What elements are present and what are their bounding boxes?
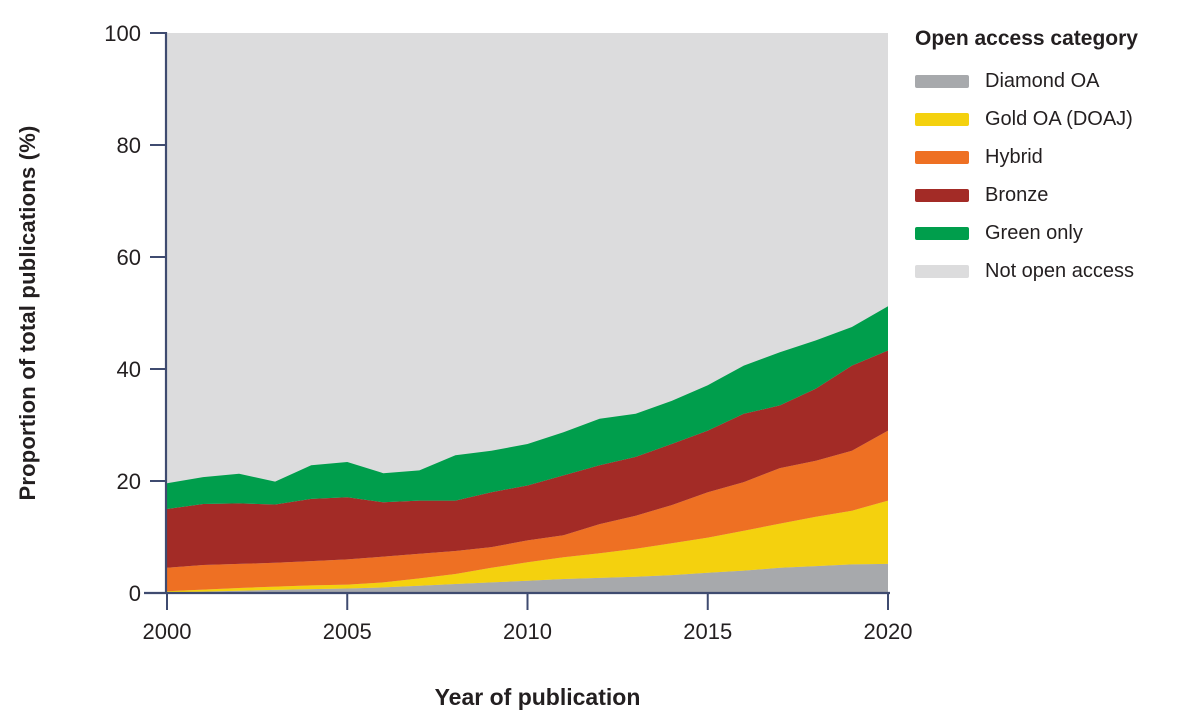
y-tick-label: 80	[117, 133, 141, 158]
y-tick-label: 100	[104, 21, 141, 46]
y-axis-title: Proportion of total publications (%)	[15, 125, 40, 501]
x-tick-label: 2005	[323, 619, 372, 644]
y-tick-label: 20	[117, 469, 141, 494]
legend-item-not-open-access: Not open access	[915, 259, 1190, 283]
legend-swatch-not-open-access	[915, 264, 969, 278]
legend-item-gold: Gold OA (DOAJ)	[915, 107, 1190, 131]
x-axis-title: Year of publication	[434, 684, 641, 710]
legend-item-diamond: Diamond OA	[915, 69, 1190, 93]
x-tick-label: 2010	[503, 619, 552, 644]
y-tick-label: 0	[129, 581, 141, 606]
legend-label: Diamond OA	[985, 70, 1100, 92]
legend-label: Gold OA (DOAJ)	[985, 108, 1133, 130]
y-tick-label: 60	[117, 245, 141, 270]
area-gold	[167, 500, 888, 593]
legend-swatch-green-only	[915, 226, 969, 240]
area-green-only	[167, 306, 888, 509]
legend: Open access category Diamond OA Gold OA …	[915, 27, 1190, 297]
legend-swatch-diamond	[915, 74, 969, 88]
legend-label: Hybrid	[985, 146, 1043, 168]
legend-label: Not open access	[985, 260, 1134, 282]
legend-label: Green only	[985, 222, 1083, 244]
area-diamond	[167, 563, 888, 593]
legend-title: Open access category	[915, 27, 1138, 50]
x-axis-ticks: 2000 2005 2010 2015 2020	[143, 593, 913, 644]
x-tick-label: 2020	[864, 619, 913, 644]
area-bronze	[167, 350, 888, 568]
legend-item-hybrid: Hybrid	[915, 145, 1190, 169]
x-tick-label: 2015	[683, 619, 732, 644]
legend-item-green-only: Green only	[915, 221, 1190, 245]
y-tick-label: 40	[117, 357, 141, 382]
x-tick-label: 2000	[143, 619, 192, 644]
legend-label: Bronze	[985, 184, 1049, 206]
legend-swatch-bronze	[915, 188, 969, 202]
legend-swatch-hybrid	[915, 150, 969, 164]
y-axis-ticks: 0 20 40 60 80 100	[104, 21, 166, 606]
area-layers	[167, 306, 888, 593]
area-hybrid	[167, 430, 888, 592]
legend-item-bronze: Bronze	[915, 183, 1190, 207]
legend-swatch-gold	[915, 112, 969, 126]
